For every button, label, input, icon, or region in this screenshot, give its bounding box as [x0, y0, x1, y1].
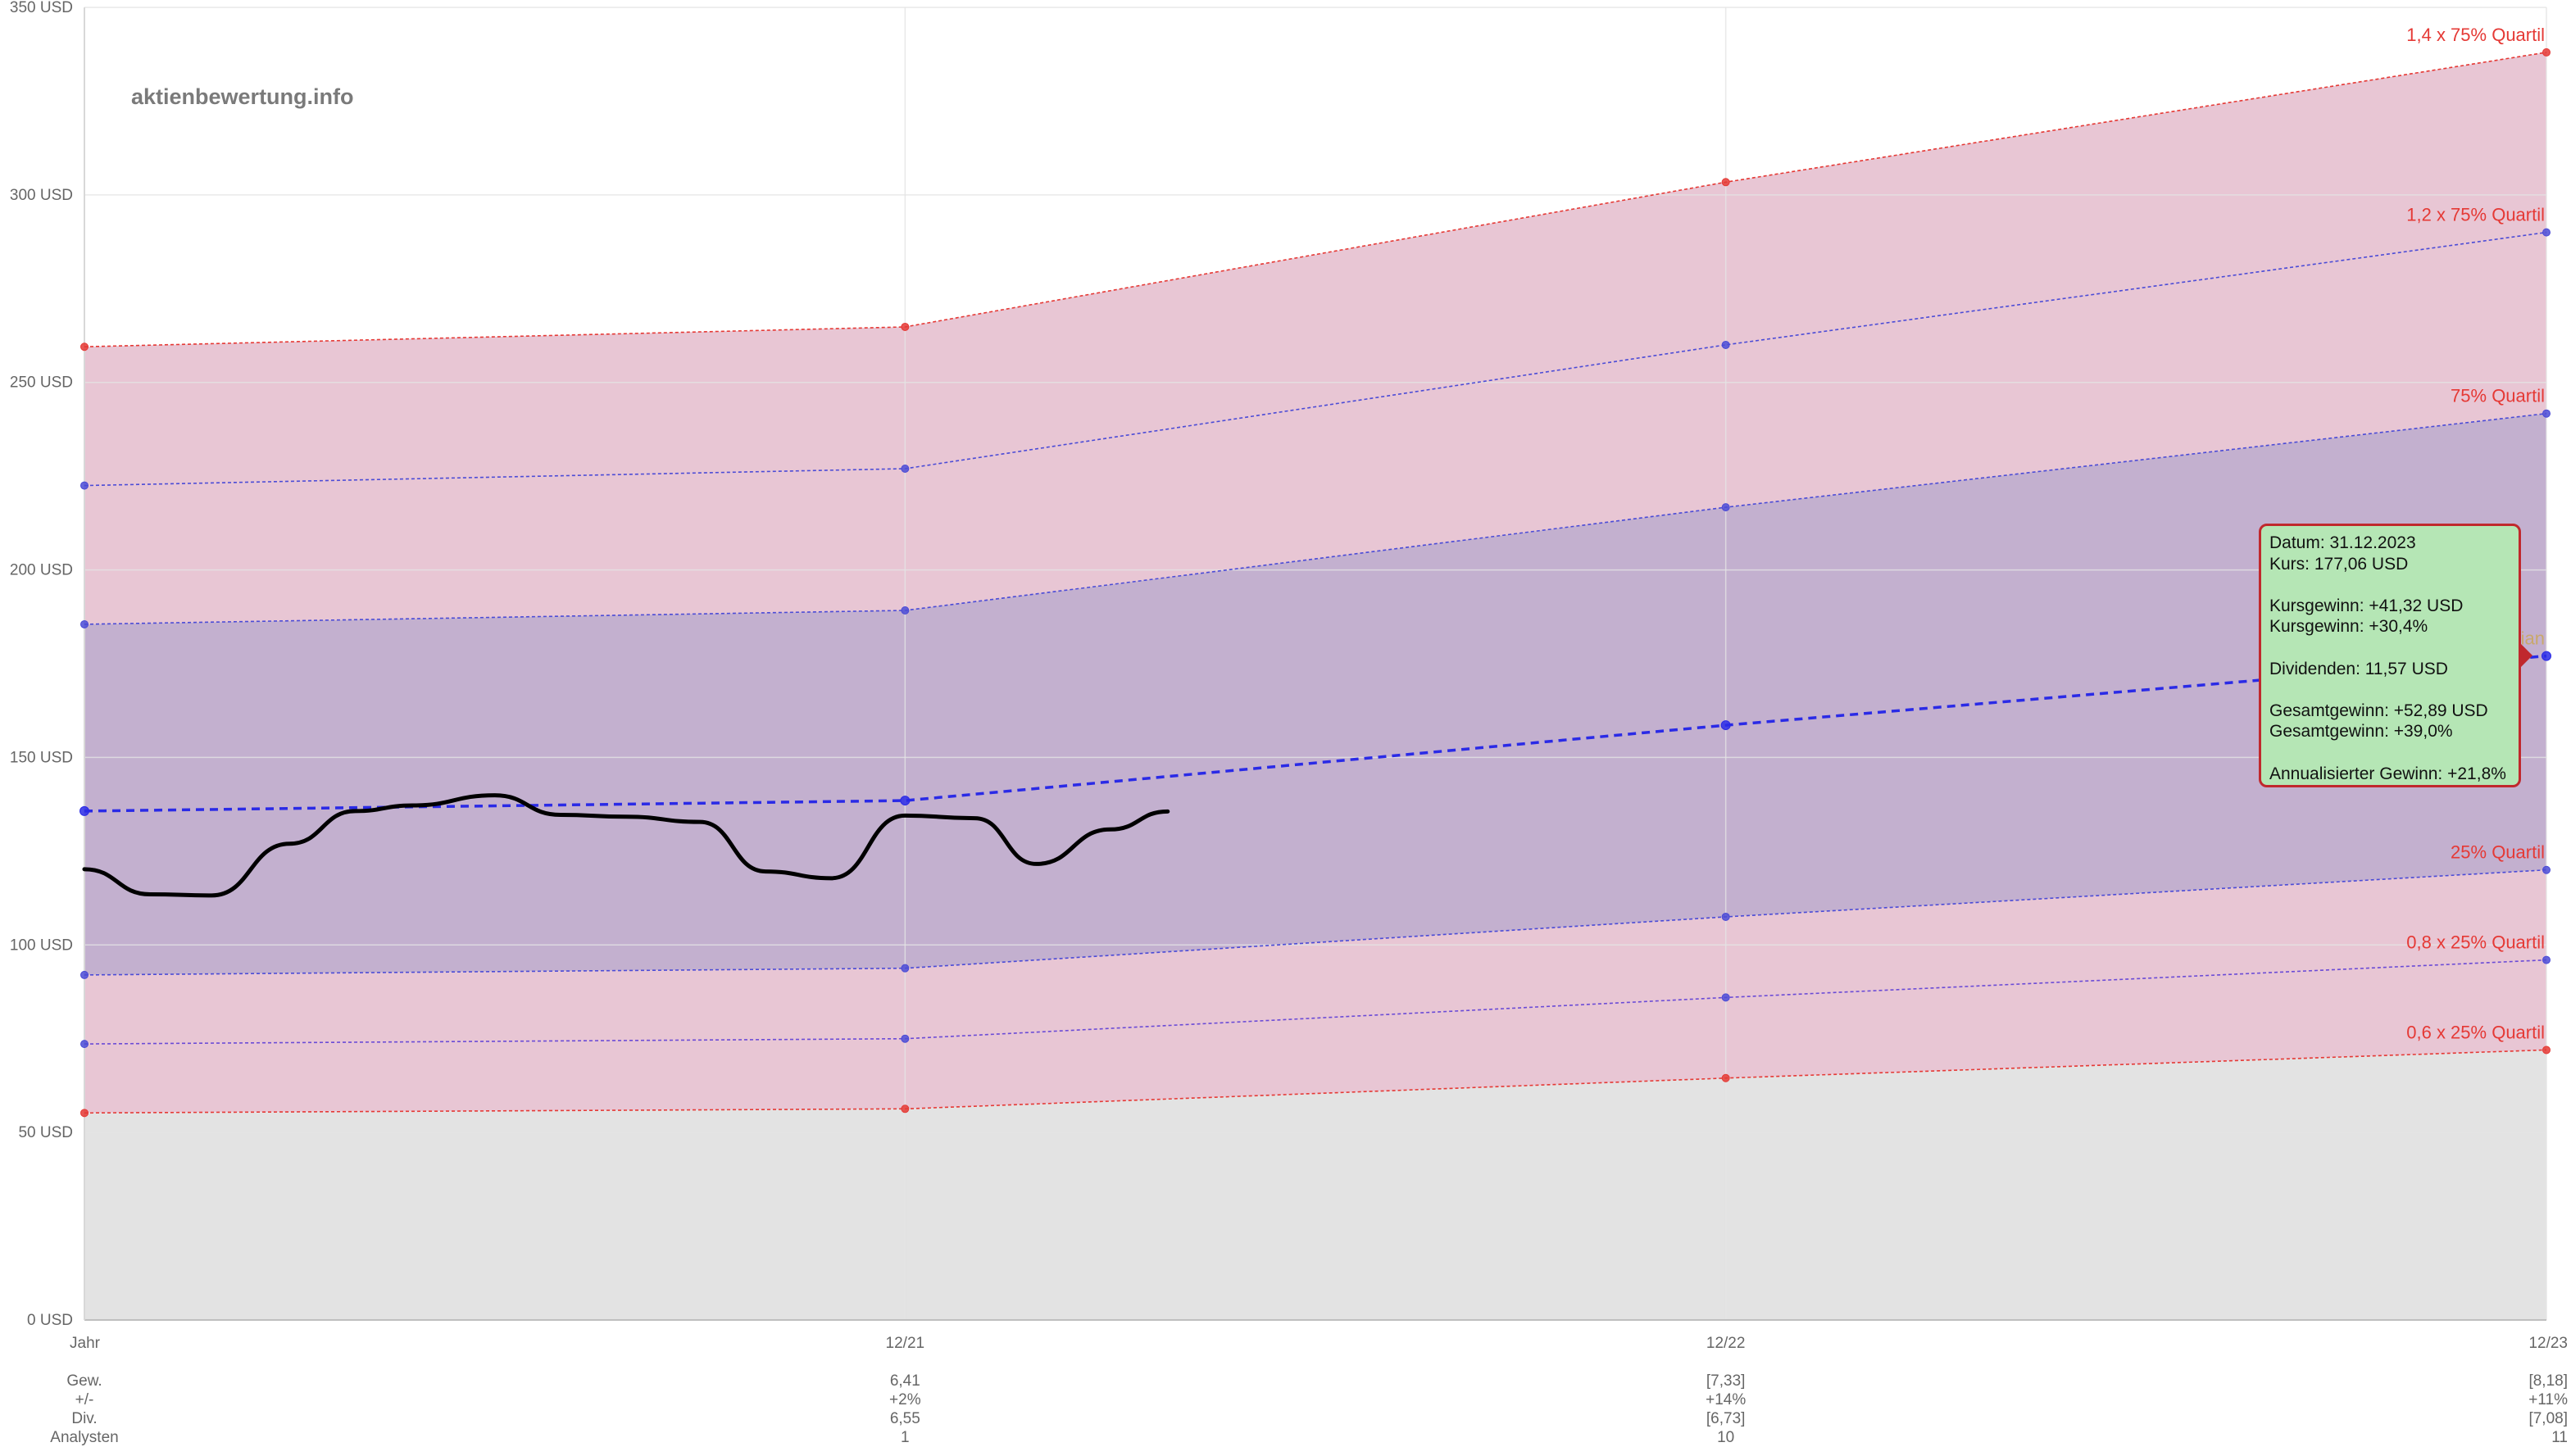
series-point: [2542, 48, 2551, 57]
series-label: 1,2 x 75% Quartil: [2406, 205, 2545, 225]
series-point: [901, 322, 910, 331]
series-point: [1721, 503, 1730, 512]
series-label: 0,8 x 25% Quartil: [2406, 932, 2545, 953]
tooltip-line: Kurs: 177,06 USD: [2269, 554, 2409, 574]
series-line: [84, 654, 2547, 813]
series-point: [1721, 340, 1730, 349]
x-tick-label: 12/21: [886, 1335, 925, 1352]
tooltip-line: Dividenden: 11,57 USD: [2269, 659, 2448, 678]
price-line: [82, 793, 1170, 898]
series-point: [1721, 178, 1730, 187]
table-cell: [8,18]: [2528, 1372, 2568, 1390]
y-tick-label: 250 USD: [10, 374, 73, 392]
tooltip: Datum: 31.12.2023 Kurs: 177,06 USD Kursgew…: [2259, 524, 2521, 787]
tooltip-line: Kursgewinn: +41,32 USD: [2269, 596, 2464, 615]
table-row-label: Div.: [71, 1410, 97, 1427]
tooltip-line: Kursgewinn: +30,4%: [2269, 617, 2428, 637]
series-point: [1720, 720, 1731, 731]
tooltip-arrow: [2521, 644, 2532, 667]
series-line: [84, 412, 2547, 625]
y-tick-label: 50 USD: [18, 1124, 73, 1141]
series-line: [84, 52, 2547, 347]
series-point: [2542, 955, 2551, 964]
table-cell: [7,33]: [1706, 1372, 1746, 1390]
x-tick-label: Jahr: [70, 1335, 101, 1352]
tooltip-spacer: [2269, 574, 2510, 596]
series-point: [901, 464, 910, 473]
table-row-label: +/-: [75, 1391, 94, 1408]
series-point: [2542, 865, 2551, 874]
table-cell: [7,08]: [2528, 1410, 2568, 1427]
series-point: [901, 606, 910, 615]
series-point: [2541, 651, 2551, 661]
inner-quartile-band: [84, 413, 2546, 975]
series-point: [80, 619, 89, 628]
series-point: [1721, 1073, 1730, 1082]
lower-outer-band: [84, 869, 2546, 1114]
x-tick-label: 12/23: [2528, 1335, 2568, 1352]
y-tick-label: 150 USD: [10, 749, 73, 766]
tooltip-spacer: [2269, 637, 2510, 659]
tooltip-spacer: [2269, 742, 2510, 764]
series-point: [80, 1040, 89, 1049]
table-cell: 6,41: [890, 1372, 920, 1390]
series-label: 75% Quartil: [2451, 386, 2545, 406]
table-cell: 6,55: [890, 1410, 920, 1427]
table-row-label: Gew.: [66, 1372, 102, 1390]
series-point: [80, 970, 89, 979]
series-point: [2542, 1046, 2551, 1055]
table-cell: 1: [901, 1429, 910, 1446]
table-cell: +2%: [889, 1391, 921, 1408]
table-cell: [6,73]: [1706, 1410, 1746, 1427]
tooltip-line: Datum: 31.12.2023: [2269, 533, 2416, 552]
series-point: [901, 1034, 910, 1043]
tooltip-line: Annualisierter Gewinn: +21,8%: [2269, 764, 2506, 783]
table-cell: +14%: [1706, 1391, 1746, 1408]
series-point: [79, 805, 89, 816]
series-point: [901, 964, 910, 973]
series-label: 1,4 x 75% Quartil: [2406, 25, 2545, 45]
watermark-logo: aktienbewertung.info: [131, 84, 354, 109]
series-point: [80, 342, 89, 352]
y-tick-label: 350 USD: [10, 0, 73, 16]
series-line: [84, 231, 2547, 487]
series-point: [80, 481, 89, 490]
series-line: [84, 869, 2547, 976]
series-point: [1721, 912, 1730, 921]
y-tick-label: 300 USD: [10, 187, 73, 204]
x-tick-label: 12/22: [1706, 1335, 1746, 1352]
series-point: [2542, 228, 2551, 237]
tooltip-spacer: [2269, 679, 2510, 701]
series-point: [2542, 409, 2551, 418]
table-cell: 10: [1717, 1429, 1734, 1446]
table-row-label: Analysten: [50, 1429, 118, 1446]
series-point: [900, 796, 911, 806]
tooltip-line: Gesamtgewinn: +39,0%: [2269, 722, 2453, 742]
lower-area: [84, 1050, 2546, 1320]
series-line: [84, 959, 2547, 1045]
y-tick-label: 100 USD: [10, 937, 73, 954]
series-point: [80, 1109, 89, 1118]
series-label: 25% Quartil: [2451, 842, 2545, 863]
y-tick-label: 200 USD: [10, 562, 73, 579]
y-tick-label: 0 USD: [27, 1312, 73, 1329]
series-label: 0,6 x 25% Quartil: [2406, 1022, 2545, 1042]
series-point: [1721, 993, 1730, 1002]
table-cell: 11: [2551, 1429, 2568, 1446]
series-point: [901, 1104, 910, 1114]
series-line: [84, 1049, 2547, 1114]
tooltip-line: Gesamtgewinn: +52,89 USD: [2269, 701, 2488, 720]
table-cell: +11%: [2528, 1391, 2568, 1408]
